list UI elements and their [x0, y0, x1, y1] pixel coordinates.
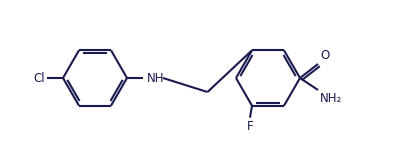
Text: O: O [320, 49, 329, 62]
Text: NH: NH [147, 72, 164, 84]
Text: Cl: Cl [33, 72, 45, 84]
Text: F: F [247, 120, 253, 133]
Text: NH₂: NH₂ [320, 92, 342, 105]
